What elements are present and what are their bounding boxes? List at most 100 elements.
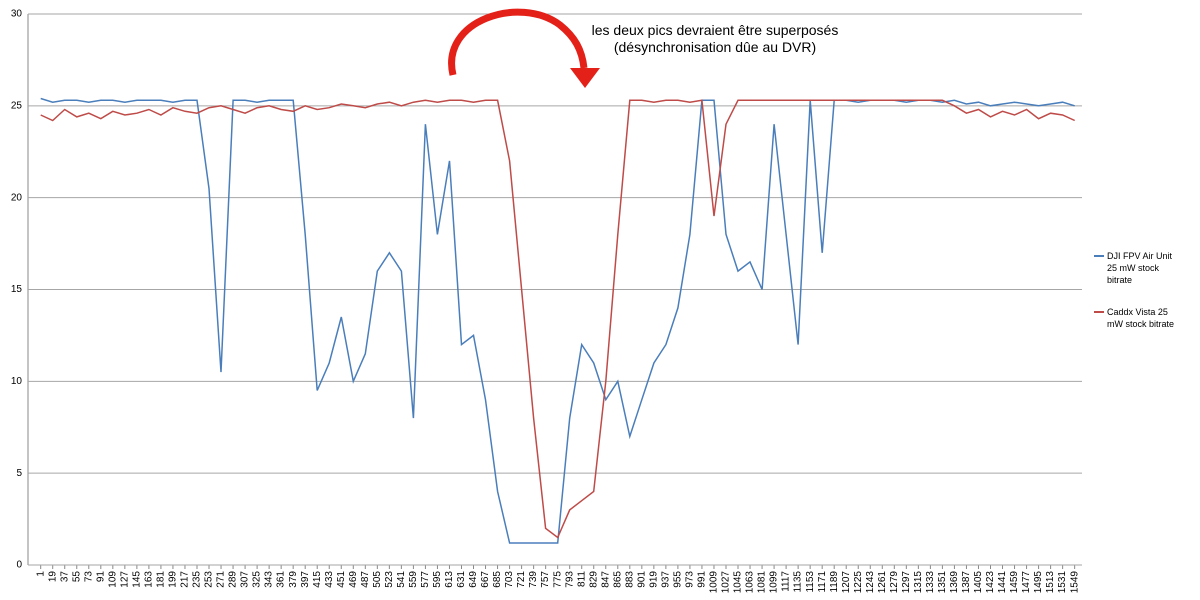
x-tick-label: 829 — [588, 571, 599, 588]
x-tick-label: 379 — [288, 571, 299, 588]
x-tick-label: 1009 — [709, 571, 720, 594]
x-tick-label: 631 — [456, 571, 467, 588]
x-tick-label: 1441 — [997, 571, 1008, 594]
legend-entry: Caddx Vista 25 mW stock bitrate — [1094, 306, 1184, 330]
x-tick-label: 19 — [47, 571, 58, 583]
x-tick-label: 865 — [612, 571, 623, 588]
x-tick-label: 127 — [120, 571, 131, 588]
y-tick-label: 25 — [11, 100, 23, 111]
x-tick-label: 217 — [180, 571, 191, 588]
x-tick-label: 937 — [661, 571, 672, 588]
x-tick-label: 235 — [192, 571, 203, 588]
x-tick-label: 1531 — [1057, 571, 1068, 594]
x-tick-label: 991 — [697, 571, 708, 588]
x-tick-label: 433 — [324, 571, 335, 588]
x-tick-label: 1243 — [865, 571, 876, 594]
x-tick-label: 469 — [348, 571, 359, 588]
x-tick-label: 1081 — [757, 571, 768, 594]
annotation-arrow — [448, 8, 588, 76]
x-tick-label: 1333 — [925, 571, 936, 594]
x-tick-label: 1135 — [793, 571, 804, 593]
x-tick-label: 1459 — [1009, 571, 1020, 594]
x-tick-label: 451 — [336, 571, 347, 588]
x-tick-label: 1225 — [853, 571, 864, 594]
x-tick-label: 1027 — [721, 571, 732, 594]
legend-swatch — [1094, 311, 1104, 313]
x-tick-label: 145 — [132, 571, 143, 588]
x-tick-label: 1495 — [1033, 571, 1044, 594]
x-tick-label: 55 — [71, 571, 82, 583]
annotation-line: (désynchronisation dûe au DVR) — [613, 39, 817, 55]
x-tick-label: 37 — [59, 571, 70, 583]
x-tick-label: 271 — [216, 571, 227, 588]
x-tick-label: 73 — [83, 571, 94, 583]
x-tick-label: 703 — [504, 571, 515, 588]
x-tick-label: 595 — [432, 571, 443, 588]
x-tick-label: 919 — [649, 571, 660, 588]
series-line — [40, 97, 1075, 544]
x-tick-label: 325 — [252, 571, 263, 588]
legend-label: Caddx Vista 25 mW stock bitrate — [1107, 307, 1175, 329]
x-tick-label: 685 — [492, 571, 503, 588]
x-tick-label: 343 — [264, 571, 275, 588]
x-tick-label: 91 — [95, 571, 106, 583]
x-tick-label: 415 — [312, 571, 323, 588]
x-tick-label: 1117 — [781, 571, 792, 592]
x-tick-label: 1207 — [841, 571, 852, 594]
x-tick-label: 1063 — [745, 571, 756, 594]
x-tick-label: 1261 — [877, 571, 888, 594]
series-line — [40, 99, 1076, 539]
x-tick-label: 721 — [516, 571, 527, 588]
x-tick-label: 163 — [144, 571, 155, 588]
legend-label: DJI FPV Air Unit 25 mW stock bitrate — [1107, 251, 1173, 285]
annotation-line: les deux pics devraient être superposés — [591, 22, 839, 38]
x-tick-label: 523 — [384, 571, 395, 588]
x-tick-label: 1189 — [829, 571, 840, 593]
x-tick-label: 1279 — [889, 571, 900, 594]
x-tick-label: 307 — [240, 571, 251, 588]
x-tick-label: 253 — [204, 571, 215, 588]
x-tick-label: 847 — [600, 571, 611, 588]
x-tick-label: 1513 — [1045, 571, 1056, 594]
x-tick-label: 181 — [156, 571, 167, 588]
x-tick-label: 1423 — [985, 571, 996, 594]
x-tick-label: 973 — [685, 571, 696, 588]
x-tick-label: 883 — [624, 571, 635, 588]
x-tick-label: 487 — [360, 571, 371, 588]
x-tick-label: 1315 — [913, 571, 924, 594]
x-tick-label: 901 — [636, 571, 647, 588]
x-tick-label: 1099 — [769, 571, 780, 594]
y-tick-label: 30 — [11, 9, 23, 20]
x-tick-label: 1477 — [1021, 571, 1032, 594]
x-tick-label: 1549 — [1069, 571, 1080, 594]
x-tick-label: 577 — [420, 571, 431, 588]
x-tick-label: 1351 — [937, 571, 948, 594]
x-tick-label: 667 — [480, 571, 491, 588]
x-tick-label: 739 — [528, 571, 539, 588]
x-tick-label: 775 — [552, 571, 563, 588]
x-tick-label: 289 — [228, 571, 239, 588]
legend-swatch — [1094, 255, 1104, 257]
x-tick-label: 109 — [107, 571, 118, 588]
x-tick-label: 397 — [300, 571, 311, 588]
x-tick-label: 1171 — [817, 571, 828, 593]
x-tick-label: 955 — [673, 571, 684, 588]
x-tick-label: 613 — [444, 571, 455, 588]
arrow-head — [570, 68, 600, 88]
x-tick-label: 1405 — [973, 571, 984, 594]
x-tick-label: 505 — [372, 571, 383, 588]
x-tick-label: 1297 — [901, 571, 912, 594]
x-tick-label: 757 — [540, 571, 551, 588]
x-tick-label: 541 — [396, 571, 407, 588]
x-tick-label: 811 — [576, 571, 587, 587]
x-tick-label: 199 — [168, 571, 179, 588]
x-tick-label: 1045 — [733, 571, 744, 594]
y-tick-label: 5 — [16, 468, 22, 479]
legend-entry: DJI FPV Air Unit 25 mW stock bitrate — [1094, 250, 1184, 286]
x-tick-label: 559 — [408, 571, 419, 588]
x-tick-label: 793 — [564, 571, 575, 588]
x-tick-label: 1 — [35, 571, 46, 577]
y-tick-label: 20 — [11, 192, 23, 203]
